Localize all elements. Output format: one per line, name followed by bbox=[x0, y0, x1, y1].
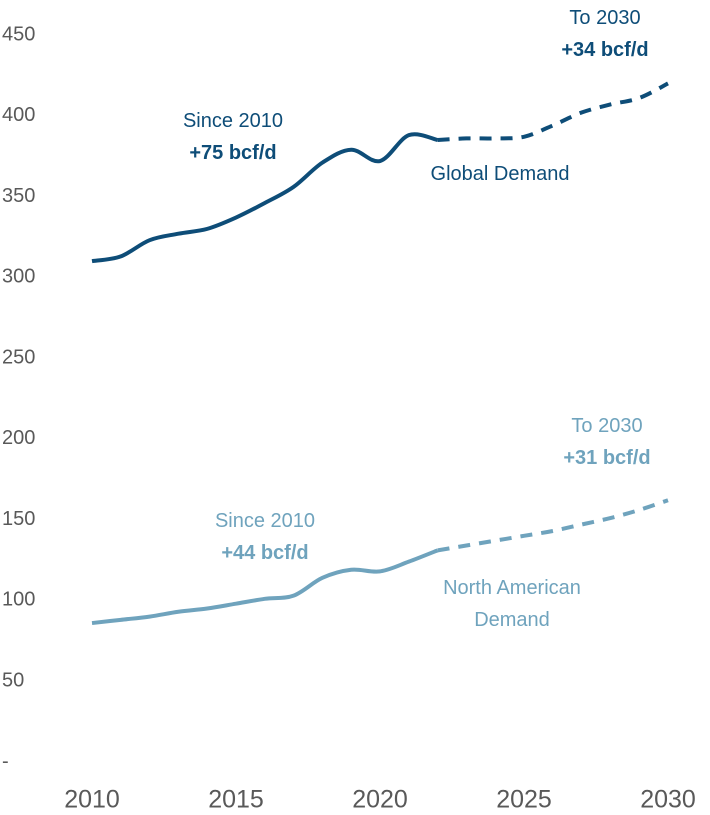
x-tick-label: 2010 bbox=[64, 786, 120, 814]
y-tick-label: 50 bbox=[2, 670, 24, 692]
y-tick-label: 350 bbox=[2, 185, 35, 207]
annotation-text: To 2030 bbox=[571, 415, 643, 437]
annotation: To 2030 +34 bcf/d bbox=[505, 2, 705, 66]
x-tick-label: 2030 bbox=[640, 786, 696, 814]
x-tick-label: 2015 bbox=[208, 786, 264, 814]
annotation-text: Since 2010 bbox=[214, 510, 316, 532]
y-tick-label: 150 bbox=[2, 508, 35, 530]
y-tick-label: 450 bbox=[2, 23, 35, 45]
y-tick-label: 100 bbox=[2, 589, 35, 611]
annotation-change: +44 bcf/d bbox=[221, 542, 309, 564]
line bbox=[91, 132, 439, 264]
annotation-change: +31 bcf/d bbox=[563, 447, 651, 469]
annotation-text: Since 2010 bbox=[182, 110, 284, 132]
annotation-change: +34 bcf/d bbox=[561, 39, 649, 61]
annotation: To 2030 +31 bcf/d bbox=[507, 410, 707, 474]
line bbox=[91, 548, 439, 626]
series-label: North American Demand bbox=[443, 577, 581, 631]
series-label: Global Demand bbox=[430, 163, 570, 185]
y-tick-label: 400 bbox=[2, 104, 35, 126]
y-tick-label: 250 bbox=[2, 346, 35, 368]
x-tick-label: 2020 bbox=[352, 786, 408, 814]
annotation-text: To 2030 bbox=[569, 7, 641, 29]
annotation-change: +75 bcf/d bbox=[189, 142, 277, 164]
forecast-line bbox=[437, 81, 669, 143]
y-tick-label: 200 bbox=[2, 427, 35, 449]
x-tick-label: 2025 bbox=[496, 786, 552, 814]
y-tick-label: 300 bbox=[2, 266, 35, 288]
forecast-line bbox=[437, 498, 669, 553]
annotation: Since 2010 +75 bcf/d bbox=[133, 105, 333, 169]
annotation: Since 2010 +44 bcf/d bbox=[165, 505, 365, 569]
y-tick-label: - bbox=[2, 750, 9, 772]
